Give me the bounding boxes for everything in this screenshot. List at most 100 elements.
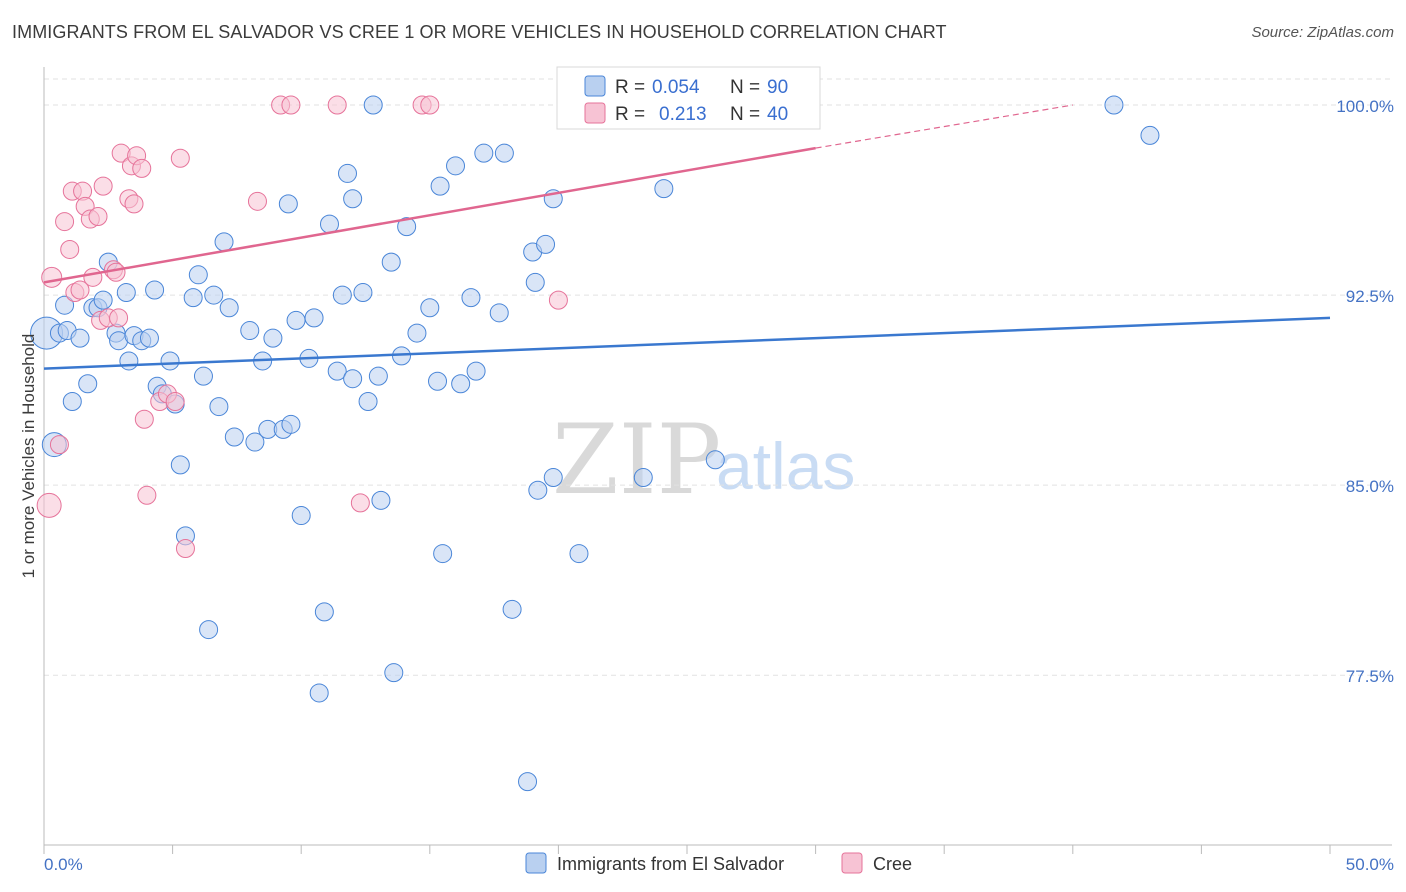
data-point — [224, 427, 244, 447]
data-point — [528, 480, 548, 500]
data-point — [569, 544, 589, 564]
y-tick-label: 77.5% — [1346, 667, 1394, 686]
data-point — [175, 538, 195, 558]
data-point — [219, 298, 239, 318]
data-point — [165, 392, 185, 412]
data-point — [41, 266, 63, 288]
y-axis-label: 1 or more Vehicles in Household — [19, 334, 38, 579]
data-point — [525, 272, 545, 292]
data-point — [70, 280, 90, 300]
data-point — [337, 163, 357, 183]
trend-line-el-salvador — [43, 316, 1331, 370]
y-tick-labels: 77.5% 85.0% 92.5% 100.0% — [1336, 97, 1394, 686]
data-point — [397, 217, 417, 237]
data-point — [199, 620, 219, 640]
data-point — [407, 323, 427, 343]
trend-line-cree — [43, 146, 816, 284]
data-point — [281, 95, 301, 115]
data-point — [466, 361, 486, 381]
bottom-legend: Immigrants from El Salvador Cree — [525, 852, 912, 874]
data-point — [304, 308, 324, 328]
data-point — [433, 544, 453, 564]
data-point — [139, 328, 159, 348]
data-point — [1104, 95, 1124, 115]
data-point — [368, 366, 388, 386]
data-point — [134, 409, 154, 429]
data-point — [494, 143, 514, 163]
data-point — [363, 95, 383, 115]
legend-n-value-2: 40 — [767, 104, 788, 125]
trend-line-cree-extension — [815, 104, 1073, 149]
data-point — [654, 179, 674, 199]
data-point — [332, 285, 352, 305]
data-point — [381, 252, 401, 272]
watermark-atlas: atlas — [716, 429, 855, 503]
bottom-legend-swatch-el-salvador — [525, 852, 547, 874]
data-point — [327, 361, 347, 381]
data-point — [109, 308, 129, 328]
data-point — [536, 234, 556, 254]
data-point — [428, 371, 448, 391]
data-point — [188, 265, 208, 285]
y-tick-label: 85.0% — [1346, 477, 1394, 496]
data-point — [474, 143, 494, 163]
legend-n-value-1: 90 — [767, 77, 788, 98]
legend-r-value-1: 0.054 — [652, 77, 700, 98]
data-point — [278, 194, 298, 214]
data-point — [193, 366, 213, 386]
data-point — [170, 148, 190, 168]
data-point — [263, 328, 283, 348]
data-point — [371, 490, 391, 510]
data-point — [384, 663, 404, 683]
data-point — [451, 374, 471, 394]
data-point — [245, 432, 265, 452]
data-point — [309, 683, 329, 703]
gridlines — [44, 78, 1392, 676]
series-cree — [36, 95, 568, 558]
data-point — [209, 397, 229, 417]
data-point — [137, 485, 157, 505]
trend-lines — [43, 104, 1331, 370]
bottom-legend-swatch-cree — [841, 852, 863, 874]
data-point — [93, 176, 113, 196]
data-point — [247, 191, 267, 211]
data-point — [49, 435, 69, 455]
data-point — [350, 493, 370, 513]
data-point — [446, 156, 466, 176]
data-point — [518, 772, 538, 792]
data-point — [60, 239, 80, 259]
data-point — [106, 262, 126, 282]
data-point — [291, 506, 311, 526]
data-point — [93, 290, 113, 310]
data-point — [83, 267, 103, 287]
data-point — [705, 450, 725, 470]
data-point — [62, 392, 82, 412]
data-point — [343, 189, 363, 209]
data-point — [1140, 125, 1160, 145]
legend-r-label-1: R = — [615, 77, 645, 98]
data-point — [55, 212, 75, 232]
legend-n-label-2: N = — [730, 104, 760, 125]
data-point — [358, 392, 378, 412]
data-point — [353, 283, 373, 303]
x-tick-label-max: 50.0% — [1346, 855, 1394, 874]
watermark-zip: ZIP — [552, 404, 721, 516]
data-point — [420, 298, 440, 318]
legend-r-value-2: 0.213 — [659, 104, 707, 125]
source-note: Source: ZipAtlas.com — [1251, 24, 1394, 41]
data-point — [430, 176, 450, 196]
data-point — [314, 602, 334, 622]
data-point — [461, 288, 481, 308]
data-point — [420, 95, 440, 115]
data-point — [160, 351, 180, 371]
data-point — [281, 414, 301, 434]
y-tick-label: 92.5% — [1346, 287, 1394, 306]
y-tick-label: 100.0% — [1336, 97, 1394, 116]
data-point — [170, 455, 190, 475]
data-point — [548, 290, 568, 310]
data-point — [204, 285, 224, 305]
data-point — [132, 158, 152, 178]
legend-box: R = 0.054 N = 90 R = 0.213 N = 40 — [556, 66, 821, 130]
bottom-legend-label-el-salvador: Immigrants from El Salvador — [557, 854, 784, 874]
bottom-legend-label-cree: Cree — [873, 854, 912, 874]
